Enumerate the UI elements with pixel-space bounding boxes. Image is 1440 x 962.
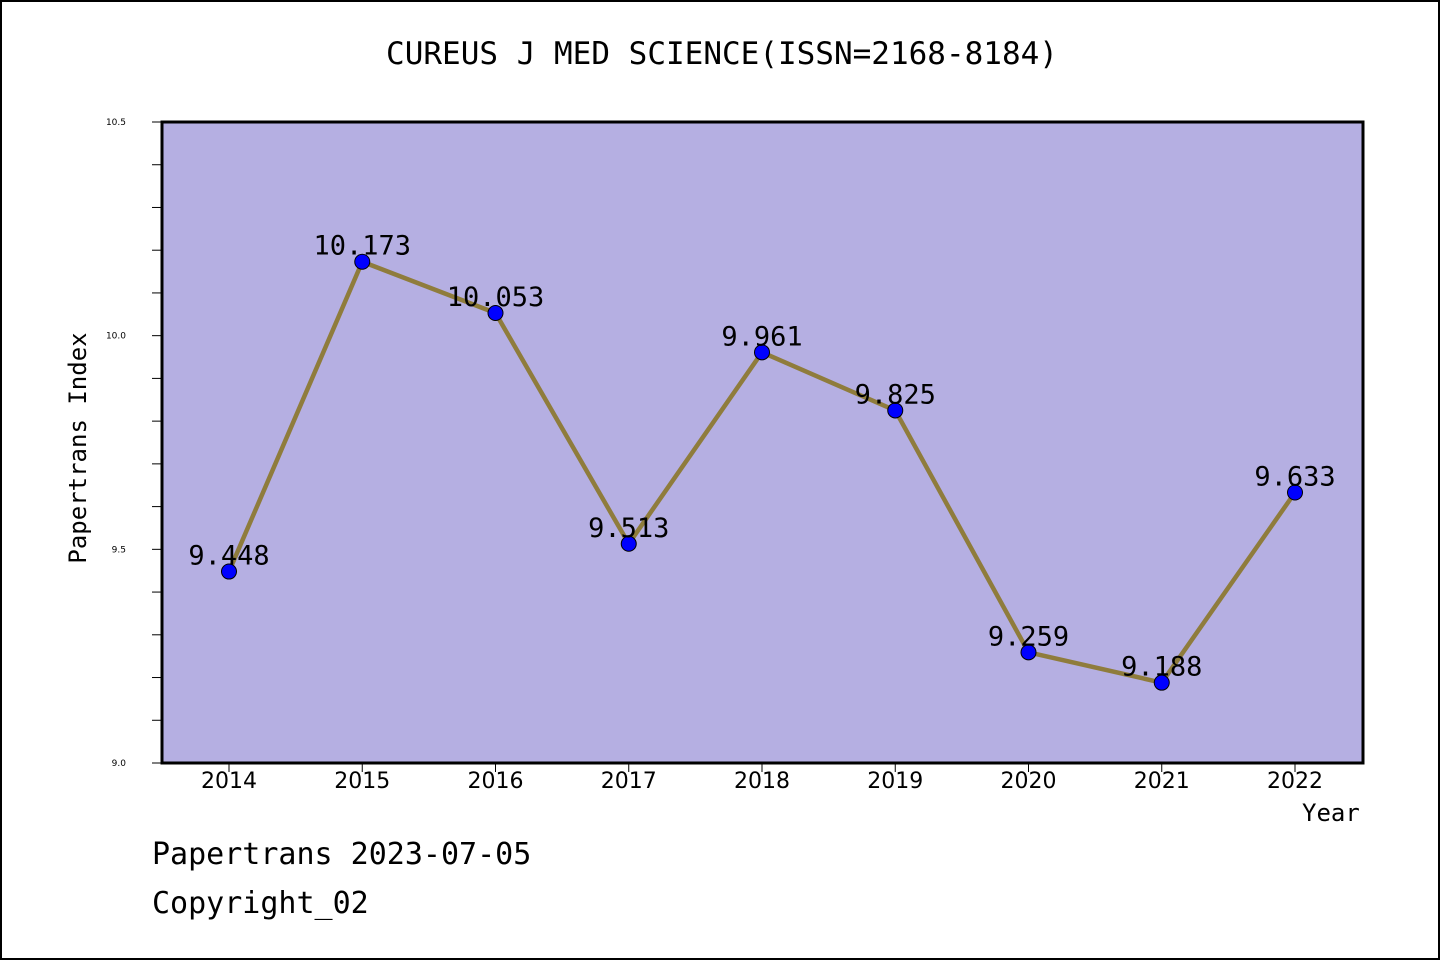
footer-copyright: Copyright_02 bbox=[152, 886, 369, 921]
data-point bbox=[887, 402, 904, 419]
plot-area bbox=[162, 122, 1363, 763]
x-tick-label: 2021 bbox=[1134, 769, 1190, 794]
data-point bbox=[1020, 644, 1037, 661]
data-point bbox=[754, 344, 770, 361]
y-tick-label: 10.5 bbox=[106, 118, 126, 128]
y-tick-label: 9.5 bbox=[112, 545, 126, 555]
x-tick-label: 2014 bbox=[201, 769, 257, 794]
footer-date: Papertrans 2023-07-05 bbox=[152, 837, 532, 872]
data-point bbox=[1287, 484, 1303, 501]
x-tick-label: 2020 bbox=[1001, 769, 1057, 794]
data-label: 9.513 bbox=[588, 513, 669, 544]
data-label: 10.053 bbox=[447, 282, 545, 313]
y-tick-label: 9.0 bbox=[112, 759, 127, 769]
data-label: 10.173 bbox=[313, 231, 411, 262]
data-point bbox=[487, 305, 504, 322]
data-label: 9.259 bbox=[988, 621, 1069, 652]
x-tick-label: 2015 bbox=[334, 769, 390, 794]
x-tick-label: 2019 bbox=[867, 769, 923, 794]
x-tick-label: 2022 bbox=[1267, 769, 1323, 794]
chart-title: CUREUS J MED SCIENCE(ISSN=2168-8184) bbox=[386, 36, 1058, 72]
x-tick-label: 2016 bbox=[468, 769, 524, 794]
plot-border bbox=[160, 120, 1365, 765]
x-tick-label: 2018 bbox=[734, 769, 790, 794]
x-tick-label: 2017 bbox=[601, 769, 657, 794]
data-point bbox=[221, 563, 237, 580]
data-point bbox=[620, 535, 637, 552]
data-label: 9.961 bbox=[721, 321, 802, 352]
data-label: 9.825 bbox=[855, 379, 936, 410]
data-label: 9.633 bbox=[1254, 461, 1335, 492]
data-point bbox=[354, 253, 371, 270]
data-label: 9.188 bbox=[1121, 652, 1202, 683]
y-tick-label: 10.0 bbox=[106, 332, 126, 342]
x-axis-label: Year bbox=[1302, 799, 1360, 827]
data-point bbox=[1153, 674, 1170, 691]
data-label: 9.448 bbox=[188, 541, 269, 572]
